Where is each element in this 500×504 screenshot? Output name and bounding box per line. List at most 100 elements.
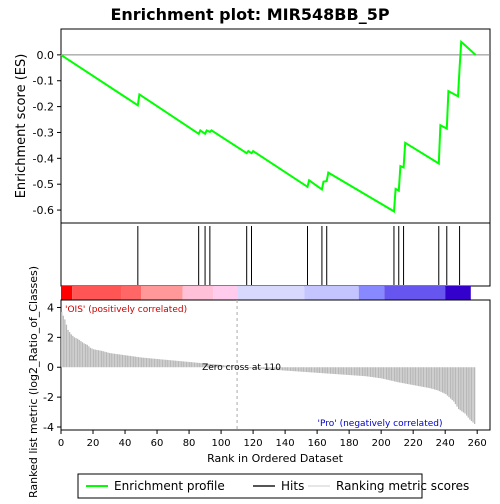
ranking-metric-bar	[136, 357, 137, 367]
ranking-metric-bar	[183, 361, 184, 367]
ranking-metric-bar	[290, 367, 291, 371]
ranking-metric-bar	[474, 367, 475, 424]
ranking-metric-bar	[325, 367, 326, 373]
ranking-metric-bar	[61, 312, 62, 367]
ranking-metric-bar	[368, 367, 369, 376]
x-tick-label: 80	[183, 438, 196, 449]
ranking-metric-bar	[194, 362, 195, 367]
ranking-metric-bar	[304, 367, 305, 372]
ranking-metric-bar	[314, 367, 315, 372]
ranking-metric-bar	[284, 367, 285, 370]
ranking-metric-bar	[426, 367, 427, 387]
ranking-metric-bar	[112, 353, 113, 367]
x-tick-label: 160	[308, 438, 327, 449]
ranking-metric-bar	[88, 346, 89, 367]
ranking-metric-bar	[306, 367, 307, 372]
ranking-metric-bar	[119, 354, 120, 367]
ranking-metric-bar	[138, 357, 139, 367]
ranking-metric-bar	[82, 342, 83, 367]
ranking-metric-bar	[434, 367, 435, 389]
es-y-tick-label: 0.0	[37, 49, 55, 62]
ranking-metric-bar	[173, 361, 174, 368]
ranking-metric-bar	[436, 367, 437, 390]
ranking-metric-bar	[127, 356, 128, 368]
ranking-metric-bar	[109, 353, 110, 367]
ranking-metric-bar	[468, 367, 469, 417]
ranking-metric-bar	[316, 367, 317, 372]
ranking-metric-bar	[328, 367, 329, 373]
ranking-metric-bar	[413, 367, 414, 385]
ranking-metric-bar	[397, 367, 398, 382]
ranking-metric-bar	[197, 363, 198, 367]
ranking-metric-bar	[344, 367, 345, 375]
ranking-metric-bar	[372, 367, 373, 377]
ranking-metric-bar	[463, 367, 464, 412]
ranking-metric-bar	[171, 360, 172, 367]
heat-band-segment	[445, 286, 471, 300]
ranking-metric-bar	[104, 352, 105, 368]
heat-band-segment	[141, 286, 183, 300]
ranking-metric-bar	[453, 367, 454, 401]
ranking-metric-bar	[420, 367, 421, 386]
ranking-metric-bar	[131, 356, 132, 367]
ranking-axis-label: Ranked list metric (log2_Ratio_of_Classe…	[27, 266, 40, 498]
ranking-metric-bar	[428, 367, 429, 388]
ranking-metric-bar	[93, 349, 94, 367]
ranking-metric-bar	[442, 367, 443, 392]
ranking-metric-bar	[154, 359, 155, 368]
ranking-metric-bar	[367, 367, 368, 376]
x-tick-label: 240	[436, 438, 455, 449]
ranking-metric-bar	[176, 361, 177, 367]
ranking-metric-bar	[336, 367, 337, 374]
ranking-metric-bar	[111, 353, 112, 367]
ranking-metric-bar	[431, 367, 432, 388]
ranking-metric-bar	[378, 367, 379, 378]
ranking-metric-bar	[303, 367, 304, 372]
ranking-metric-bar	[360, 367, 361, 376]
ranking-metric-bar	[175, 361, 176, 368]
ranking-metric-bar	[332, 367, 333, 374]
negative-class-label: 'Pro' (negatively correlated)	[318, 419, 443, 429]
ranking-metric-bar	[184, 362, 185, 368]
heat-band-segment	[183, 286, 213, 300]
x-tick-label: 60	[151, 438, 164, 449]
ranking-metric-bar	[285, 367, 286, 370]
heat-band-segment	[304, 286, 358, 300]
ranking-metric-bar	[327, 367, 328, 373]
ranking-metric-bar	[416, 367, 417, 386]
ranking-metric-bar	[351, 367, 352, 375]
ranking-metric-bar	[189, 362, 190, 367]
ranking-metric-bar	[458, 367, 459, 409]
ranking-metric-bar	[364, 367, 365, 376]
heat-band-segment	[237, 286, 304, 300]
ranking-metric-bar	[340, 367, 341, 374]
ranking-metric-bar	[349, 367, 350, 375]
heat-band-segment	[122, 286, 141, 300]
ranking-metric-bar	[165, 360, 166, 367]
ranking-metric-bar	[365, 367, 366, 376]
ranking-metric-bar	[123, 355, 124, 367]
ranking-metric-bar	[91, 349, 92, 368]
heat-band-segment	[72, 286, 122, 300]
ranking-metric-bar	[380, 367, 381, 378]
ranking-metric-bar	[151, 358, 152, 367]
ranking-metric-bar	[407, 367, 408, 384]
ranking-metric-bar	[146, 358, 147, 367]
heat-band-segment	[213, 286, 237, 300]
ranking-metric-bar	[155, 359, 156, 367]
es-y-tick-label: -0.6	[33, 204, 54, 217]
ranking-metric-bar	[320, 367, 321, 373]
ranking-metric-bar	[445, 367, 446, 394]
ranking-metric-bar	[292, 367, 293, 371]
ranking-y-tick-label: 2	[47, 331, 54, 344]
ranking-metric-bar	[455, 367, 456, 404]
es-y-tick-label: -0.5	[33, 178, 54, 191]
ranking-metric-bar	[308, 367, 309, 372]
ranking-metric-bar	[192, 362, 193, 367]
ranking-metric-bar	[107, 353, 108, 368]
ranking-metric-bar	[122, 355, 123, 367]
x-tick-label: 200	[372, 438, 391, 449]
